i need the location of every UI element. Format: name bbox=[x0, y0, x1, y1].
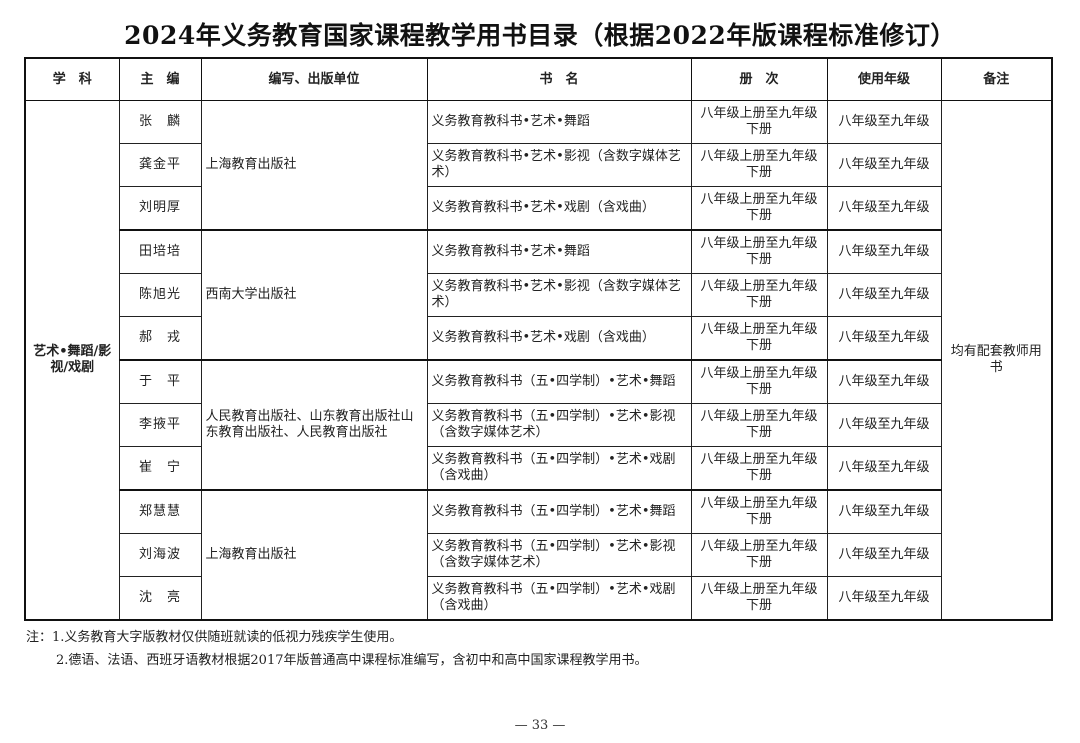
header-subject: 学 科 bbox=[24, 57, 120, 101]
header-publisher: 编写、出版单位 bbox=[200, 57, 428, 101]
editor-cell: 陈旭光 bbox=[118, 273, 202, 317]
grade-cell: 八年级至九年级 bbox=[826, 316, 942, 361]
volume-cell: 八年级上册至九年级下册 bbox=[690, 143, 828, 187]
publisher-cell: 上海教育出版社 bbox=[200, 100, 428, 231]
note-1: 注：1.义务教育大字版教材仅供随班就读的低视力残疾学生使用。 bbox=[26, 630, 403, 645]
grade-cell: 八年级至九年级 bbox=[826, 533, 942, 577]
grade-cell: 八年级至九年级 bbox=[826, 100, 942, 144]
volume-cell: 八年级上册至九年级下册 bbox=[690, 576, 828, 621]
editor-cell: 刘海波 bbox=[118, 533, 202, 577]
note-2: 2.德语、法语、西班牙语教材根据2017年版普通高中课程标准编写，含初中和高中国… bbox=[56, 653, 648, 668]
page-number: — 33 — bbox=[514, 718, 566, 733]
table-header-row: 学 科 主 编 编写、出版单位 书 名 册 次 使用年级 备注 bbox=[24, 57, 1053, 101]
book-title-cell: 义务教育教科书（五•四学制）•艺术•戏剧（含戏曲） bbox=[426, 446, 692, 491]
grade-cell: 八年级至九年级 bbox=[826, 143, 942, 187]
grade-cell: 八年级至九年级 bbox=[826, 273, 942, 317]
book-title-cell: 义务教育教科书•艺术•影视（含数字媒体艺术） bbox=[426, 273, 692, 317]
book-title-cell: 义务教育教科书•艺术•戏剧（含戏曲） bbox=[426, 316, 692, 361]
editor-cell: 郝 戎 bbox=[118, 316, 202, 361]
editor-cell: 龚金平 bbox=[118, 143, 202, 187]
volume-cell: 八年级上册至九年级下册 bbox=[690, 186, 828, 231]
remark-cell: 均有配套教师用书 bbox=[940, 100, 1053, 621]
table-row: 李掖平 义务教育教科书（五•四学制）•艺术•影视（含数字媒体艺术） 八年级上册至九年… bbox=[25, 403, 1052, 447]
grade-cell: 八年级至九年级 bbox=[826, 446, 942, 491]
header-volume: 册 次 bbox=[690, 57, 828, 101]
editor-cell: 崔 宁 bbox=[118, 446, 202, 491]
table-row: 沈 亮 义务教育教科书（五•四学制）•艺术•戏剧（含戏曲） 八年级上册至九年级下册八… bbox=[25, 576, 1052, 621]
editor-cell: 沈 亮 bbox=[118, 576, 202, 621]
header-editor: 主 编 bbox=[118, 57, 202, 101]
table-row: 刘明厚 义务教育教科书•艺术•戏剧（含戏曲） 八年级上册至九年级下册 八年级至九年级 bbox=[25, 186, 1052, 231]
book-title-cell: 义务教育教科书（五•四学制）•艺术•舞蹈 bbox=[426, 489, 692, 534]
volume-cell: 八年级上册至九年级下册 bbox=[690, 100, 828, 144]
header-book-title: 书 名 bbox=[426, 57, 692, 101]
grade-cell: 八年级至九年级 bbox=[826, 229, 942, 274]
publisher-cell: 人民教育出版社、山东教育出版社山东教育出版社、人民教育出版社 bbox=[200, 359, 428, 491]
grade-cell: 八年级至九年级 bbox=[826, 576, 942, 621]
volume-cell: 八年级上册至九年级下册 bbox=[690, 446, 828, 491]
editor-cell: 张 麟 bbox=[118, 100, 202, 144]
book-title-cell: 义务教育教科书（五•四学制）•艺术•舞蹈 bbox=[426, 359, 692, 404]
editor-cell: 郑慧慧 bbox=[118, 489, 202, 534]
header-grade: 使用年级 bbox=[826, 57, 942, 101]
table-row: 田培培 西南大学出版社 义务教育教科书•艺术•舞蹈 八年级上册至九年级下册 八年级至九年… bbox=[25, 229, 1052, 361]
editor-cell: 田培培 bbox=[118, 229, 202, 274]
book-title-cell: 义务教育教科书•艺术•影视（含数字媒体艺术） bbox=[426, 143, 692, 187]
grade-cell: 八年级至九年级 bbox=[826, 359, 942, 404]
book-title-cell: 义务教育教科书•艺术•戏剧（含戏曲） bbox=[426, 186, 692, 231]
grade-cell: 八年级至九年级 bbox=[826, 489, 942, 534]
grade-cell: 八年级至九年级 bbox=[826, 403, 942, 447]
table-row: 郑慧慧 上海教育出版社 义务教育教科书（五•四学制）•艺术•舞蹈 八年级上册至九年级下… bbox=[25, 489, 1052, 621]
book-title-cell: 义务教育教科书•艺术•舞蹈 bbox=[426, 100, 692, 144]
table-row: 崔 宁 义务教育教科书（五•四学制）•艺术•戏剧（含戏曲） 八年级上册至九年级下册八… bbox=[25, 446, 1052, 491]
table-row: 于 平人民教育出版社、山东教育出版社山东教育出版社、人民教育出版社 义务教育教科书… bbox=[25, 359, 1052, 491]
editor-cell: 于 平 bbox=[118, 359, 202, 404]
publisher-cell: 西南大学出版社 bbox=[200, 229, 428, 361]
volume-cell: 八年级上册至九年级下册 bbox=[690, 316, 828, 361]
editor-cell: 李掖平 bbox=[118, 403, 202, 447]
volume-cell: 八年级上册至九年级下册 bbox=[690, 489, 828, 534]
table-row: 刘海波 义务教育教科书（五•四学制）•艺术•影视（含数字媒体艺术） 八年级上册至九年… bbox=[25, 533, 1052, 577]
book-title-cell: 义务教育教科书•艺术•舞蹈 bbox=[426, 229, 692, 274]
header-remark: 备注 bbox=[940, 57, 1053, 101]
table-row: 龚金平 义务教育教科书•艺术•影视（含数字媒体艺术） 八年级上册至九年级下册 八年级至… bbox=[25, 143, 1052, 187]
subject-cell: 艺术•舞蹈/影视/戏剧 bbox=[24, 100, 120, 621]
book-title-cell: 义务教育教科书（五•四学制）•艺术•影视（含数字媒体艺术） bbox=[426, 533, 692, 577]
volume-cell: 八年级上册至九年级下册 bbox=[690, 229, 828, 274]
catalog-table: 学 科 主 编 编写、出版单位 书 名 册 次 使用年级 备注 艺术•舞蹈/影视… bbox=[24, 57, 1053, 621]
table-row: 艺术•舞蹈/影视/戏剧张 麟上海教育出版社 义务教育教科书•艺术•舞蹈 八年级上册至… bbox=[24, 100, 1053, 621]
volume-cell: 八年级上册至九年级下册 bbox=[690, 273, 828, 317]
editor-cell: 刘明厚 bbox=[118, 186, 202, 231]
table-row: 陈旭光 义务教育教科书•艺术•影视（含数字媒体艺术） 八年级上册至九年级下册 八年级至… bbox=[25, 273, 1052, 317]
footnotes: 注：1.义务教育大字版教材仅供随班就读的低视力残疾学生使用。 2.德语、法语、西… bbox=[26, 626, 648, 672]
volume-cell: 八年级上册至九年级下册 bbox=[690, 403, 828, 447]
page-title: 2024年义务教育国家课程教学用书目录（根据2022年版课程标准修订） bbox=[124, 21, 956, 50]
volume-cell: 八年级上册至九年级下册 bbox=[690, 359, 828, 404]
grade-cell: 八年级至九年级 bbox=[826, 186, 942, 231]
volume-cell: 八年级上册至九年级下册 bbox=[690, 533, 828, 577]
book-title-cell: 义务教育教科书（五•四学制）•艺术•戏剧（含戏曲） bbox=[426, 576, 692, 621]
publisher-cell: 上海教育出版社 bbox=[200, 489, 428, 621]
table-row: 郝 戎 义务教育教科书•艺术•戏剧（含戏曲） 八年级上册至九年级下册 八年级至九年级 bbox=[25, 316, 1052, 361]
book-title-cell: 义务教育教科书（五•四学制）•艺术•影视（含数字媒体艺术） bbox=[426, 403, 692, 447]
